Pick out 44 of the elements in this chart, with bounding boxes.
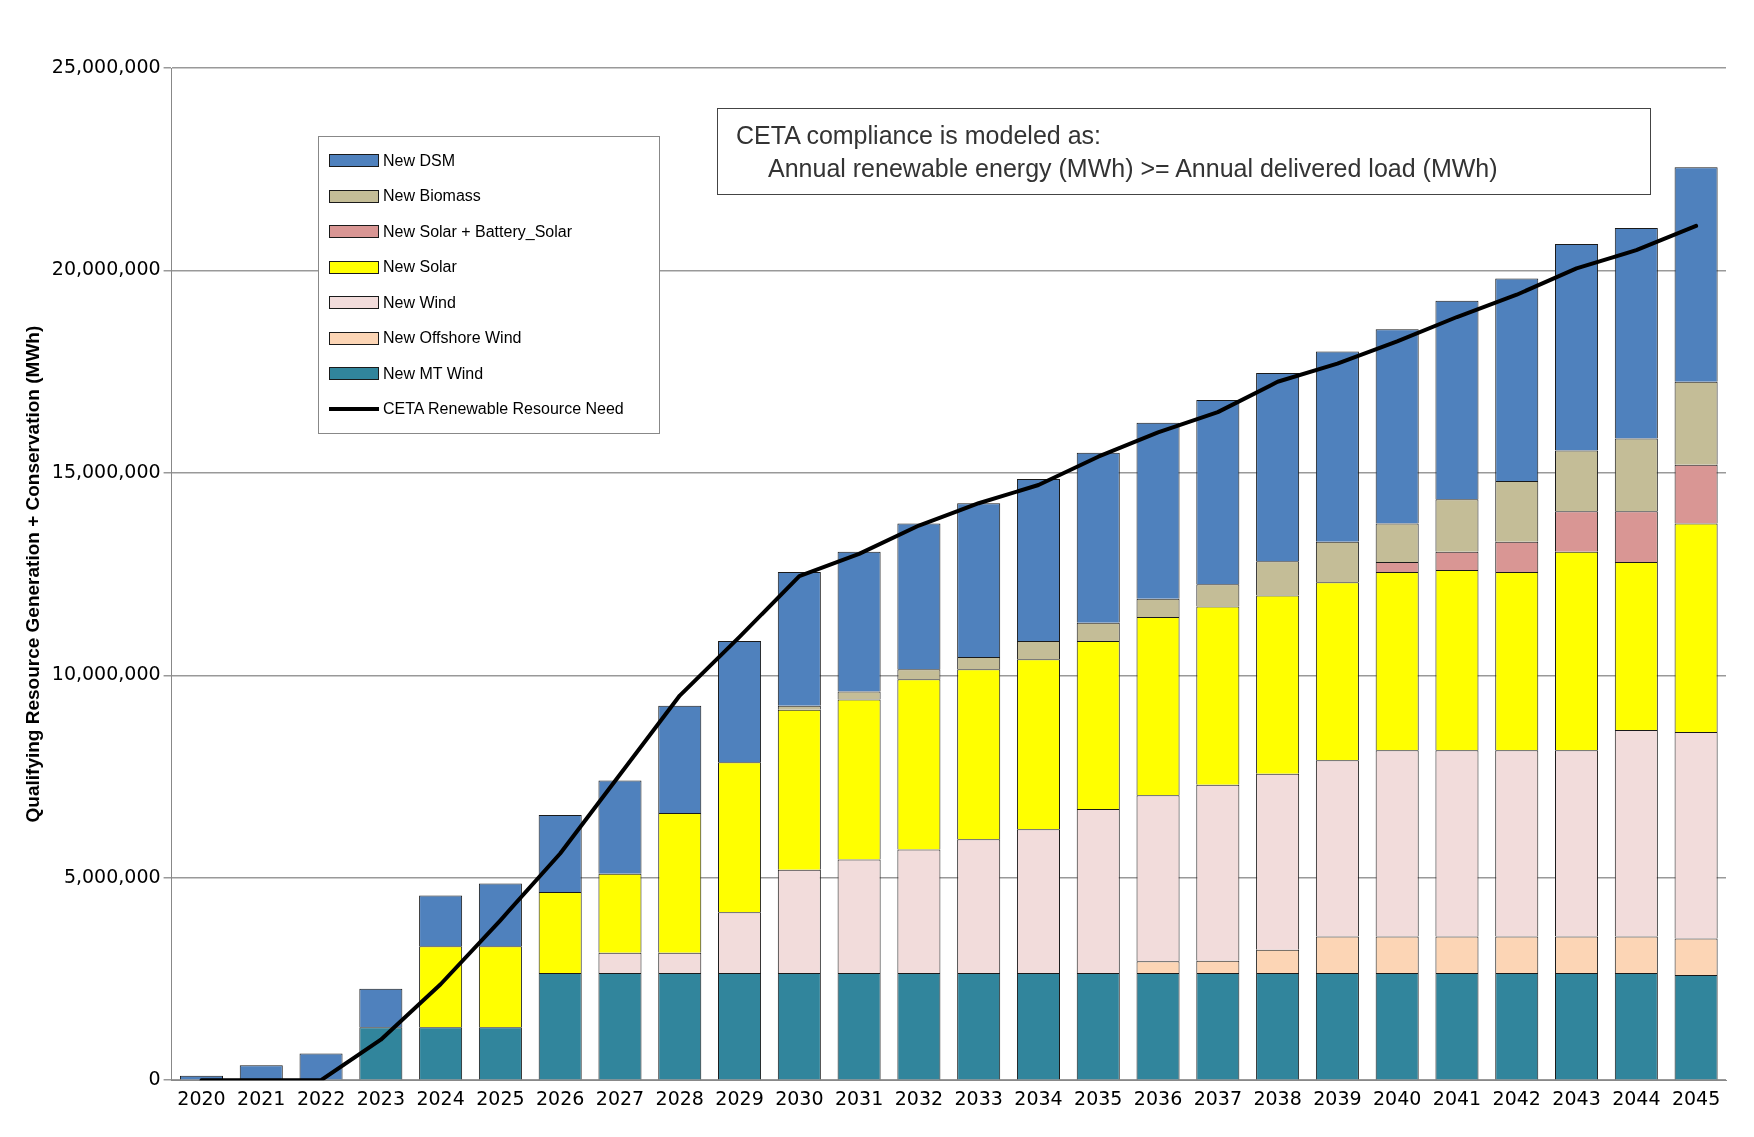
note-box: CETA compliance is modeled as: Annual renewable energy (MWh) >= Annual delivered load (MWh) xyxy=(717,108,1651,195)
x-tick-label: 2041 xyxy=(1432,1086,1482,1109)
legend-label: New MT Wind xyxy=(383,364,484,383)
x-tick-label: 2031 xyxy=(834,1086,884,1109)
x-tick-label: 2033 xyxy=(954,1086,1003,1109)
x-tick-label: 2038 xyxy=(1253,1086,1302,1109)
x-tick-label: 2026 xyxy=(536,1086,585,1109)
x-tick-label: 2042 xyxy=(1492,1086,1541,1109)
x-tick-label: 2024 xyxy=(416,1086,465,1109)
y-tick-label: 10,000,000 xyxy=(51,662,161,685)
x-tick-label: 2032 xyxy=(894,1086,944,1109)
x-tick-label: 2021 xyxy=(237,1086,286,1109)
y-tick-label: 25,000,000 xyxy=(51,54,161,77)
x-tick-label: 2030 xyxy=(775,1086,824,1109)
x-tick-label: 2045 xyxy=(1671,1086,1721,1109)
x-tick-label: 2025 xyxy=(476,1086,525,1109)
legend-label: New Biomass xyxy=(383,187,481,206)
x-tick-label: 2039 xyxy=(1313,1086,1362,1109)
legend-label: CETA Renewable Resource Need xyxy=(383,400,624,419)
legend-label: New Solar + Battery_Solar xyxy=(383,222,572,241)
x-tick-label: 2022 xyxy=(296,1086,346,1109)
y-tick-label: 20,000,000 xyxy=(51,257,161,280)
x-tick-label: 2028 xyxy=(655,1086,704,1109)
x-tick-label: 2040 xyxy=(1373,1086,1422,1109)
legend-label: New Wind xyxy=(383,293,456,312)
x-tick-label: 2043 xyxy=(1552,1086,1601,1109)
x-tick-label: 2034 xyxy=(1014,1086,1063,1109)
x-tick-label: 2020 xyxy=(177,1086,226,1109)
x-tick-label: 2035 xyxy=(1074,1086,1123,1109)
x-tick-label: 2036 xyxy=(1133,1086,1183,1109)
legend-label: New Solar xyxy=(383,258,457,277)
x-tick-label: 2044 xyxy=(1612,1086,1661,1109)
y-tick-label: 15,000,000 xyxy=(51,459,161,482)
y-tick-label: 0 xyxy=(148,1067,161,1090)
x-tick-label: 2037 xyxy=(1193,1086,1243,1109)
legend-label: New DSM xyxy=(383,151,456,170)
x-tick-label: 2027 xyxy=(595,1086,645,1109)
x-tick-label: 2029 xyxy=(715,1086,764,1109)
y-axis-title: Qualifying Resource Generation + Conservation (MWh) xyxy=(21,325,43,823)
legend-label: New Offshore Wind xyxy=(383,329,522,348)
x-tick-label: 2023 xyxy=(356,1086,406,1109)
annotation: Annual renewable energy (MWh) >= Annual delivered load (MWh) xyxy=(767,152,1499,184)
annotation: CETA compliance is modeled as: xyxy=(736,120,1102,151)
y-tick-label: 5,000,000 xyxy=(63,864,161,887)
